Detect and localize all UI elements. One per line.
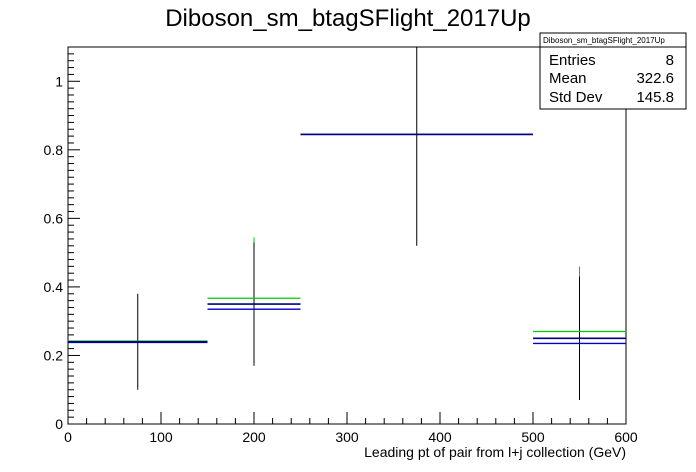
y-tick-label: 0	[55, 416, 63, 432]
stats-mean-label: Mean	[549, 70, 587, 87]
stats-mean-value: 322.6	[636, 70, 674, 87]
x-tick-label: 600	[614, 429, 638, 445]
stats-entries-value: 8	[666, 52, 674, 69]
y-tick-label: 0.2	[44, 347, 64, 363]
chart-title: Diboson_sm_btagSFlight_2017Up	[165, 5, 531, 32]
stats-stddev-label: Std Dev	[549, 89, 603, 106]
y-tick-label: 0.6	[44, 210, 64, 226]
x-tick-label: 0	[64, 429, 72, 445]
x-axis-label: Leading pt of pair from l+j collection (…	[364, 444, 626, 460]
x-tick-label: 400	[428, 429, 452, 445]
stats-stddev-value: 145.8	[636, 89, 674, 106]
y-tick-label: 1	[55, 73, 63, 89]
x-tick-label: 500	[521, 429, 545, 445]
histogram-series	[68, 47, 626, 401]
y-axis: 0 0.2 0.4 0.6 0.8 1	[44, 46, 80, 432]
x-tick-label: 200	[242, 429, 266, 445]
x-axis: 0 100 200 300 400 500 600	[64, 412, 638, 445]
y-tick-label: 0.8	[44, 142, 64, 158]
stats-box: Diboson_sm_btagSFlight_2017Up Entries 8 …	[539, 32, 687, 110]
stats-entries-label: Entries	[549, 52, 596, 69]
x-tick-label: 300	[335, 429, 359, 445]
y-tick-label: 0.4	[44, 279, 64, 295]
stats-box-title: Diboson_sm_btagSFlight_2017Up	[543, 36, 665, 45]
x-tick-label: 100	[149, 429, 173, 445]
